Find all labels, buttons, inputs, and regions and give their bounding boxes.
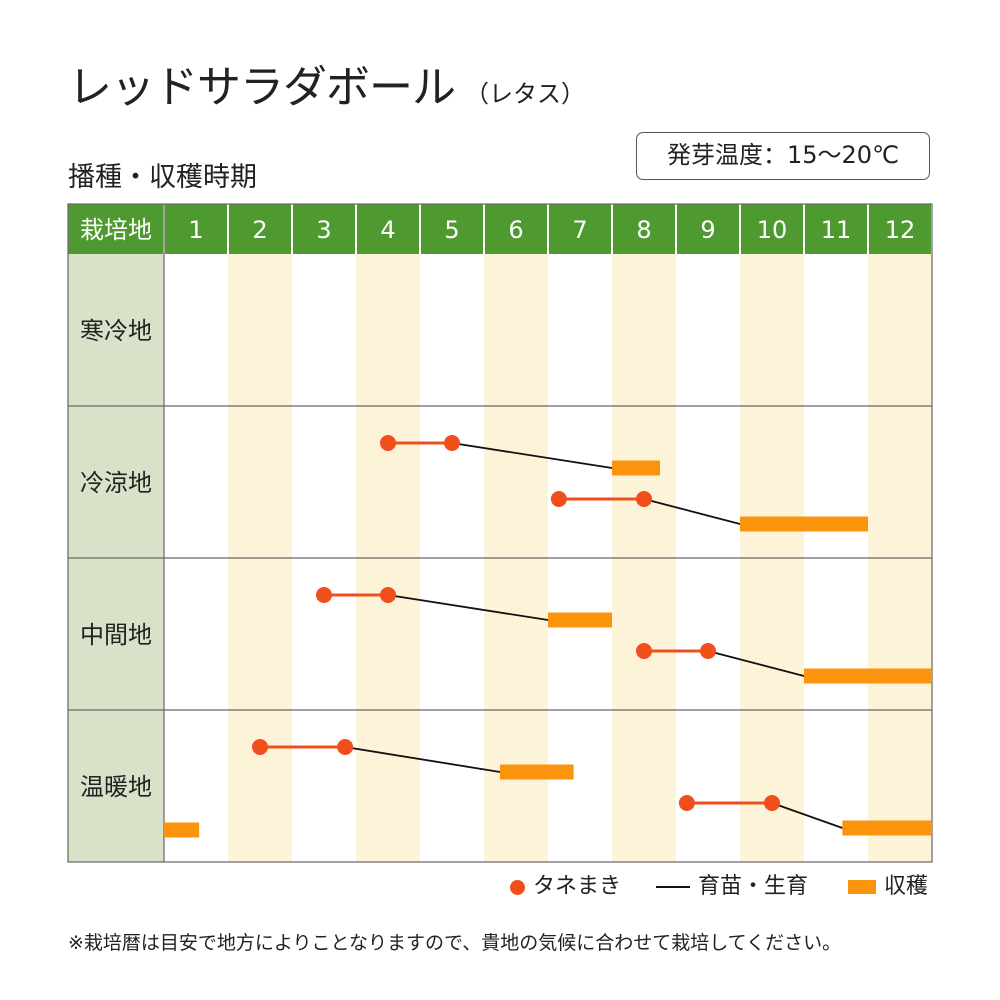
legend-sowing: タネまき	[510, 872, 621, 902]
harvest-bar	[548, 612, 612, 628]
sowing-start-dot	[678, 795, 695, 811]
harvest-bar	[500, 764, 574, 780]
title-text: レッドサラダボール	[68, 62, 456, 113]
sowing-end-dot	[337, 739, 354, 755]
harvest-bar	[842, 820, 932, 836]
sowing-start-dot	[380, 435, 396, 451]
header-label: 栽培地	[80, 216, 152, 244]
page-title: レッドサラダボール （レタス）	[68, 58, 585, 124]
footnote: ※栽培暦は目安で地方によりことなりますので、貴地の気候に合わせて栽培してください…	[68, 932, 842, 954]
month-tick-label: 9	[700, 216, 715, 244]
header-row-bg	[68, 204, 932, 254]
legend-harvest-label: 収穫	[884, 874, 929, 899]
seedling-line	[344, 746, 501, 773]
sowing-start-dot	[636, 643, 652, 659]
section-title: 播種・収穫時期	[68, 162, 257, 193]
region-label: 冷涼地	[80, 469, 152, 497]
legend-dot-icon	[510, 879, 525, 895]
legend-line-icon	[656, 886, 690, 888]
sowing-end-dot	[444, 435, 460, 451]
sowing-start-dot	[316, 587, 332, 603]
legend-seedling: 育苗・生育	[656, 872, 808, 902]
title-subtitle: （レタス）	[465, 80, 585, 108]
month-tick-label: 7	[572, 216, 587, 244]
region-label: 温暖地	[80, 773, 152, 801]
sowing-end-dot	[700, 643, 716, 659]
sowing-start-dot	[252, 739, 268, 755]
month-tick-label: 8	[636, 216, 651, 244]
month-tick-label: 2	[252, 216, 267, 244]
region-label: 寒冷地	[80, 317, 152, 345]
legend-sowing-label: タネまき	[533, 874, 622, 899]
germination-temp-badge: 発芽温度：15〜20℃	[636, 132, 930, 180]
seedling-line	[451, 442, 613, 469]
month-tick-label: 1	[188, 216, 203, 244]
month-tick-label: 6	[508, 216, 523, 244]
month-tick-label: 11	[821, 216, 852, 244]
month-tick-label: 12	[885, 216, 916, 244]
legend-seedling-label: 育苗・生育	[698, 874, 809, 899]
seedling-line	[771, 802, 843, 829]
legend-bar-icon	[848, 880, 876, 894]
region-label: 中間地	[80, 621, 152, 649]
chart-border	[67, 203, 933, 863]
month-tick-label: 3	[316, 216, 331, 244]
harvest-bar	[612, 460, 660, 476]
sowing-end-dot	[764, 795, 780, 811]
seedling-line	[643, 498, 741, 525]
legend-harvest: 収穫	[848, 872, 928, 902]
sowing-end-dot	[380, 587, 396, 603]
seedling-line	[387, 594, 549, 621]
harvest-bar	[164, 822, 200, 838]
sowing-start-dot	[550, 491, 567, 507]
month-tick-label: 5	[444, 216, 459, 244]
harvest-bar	[740, 516, 868, 532]
month-tick-label: 10	[757, 216, 788, 244]
seedling-line	[707, 650, 805, 677]
sowing-end-dot	[636, 491, 652, 507]
month-tick-label: 4	[380, 216, 395, 244]
harvest-bar	[804, 668, 932, 684]
